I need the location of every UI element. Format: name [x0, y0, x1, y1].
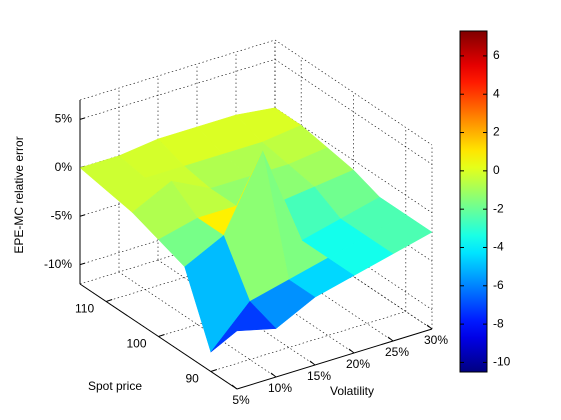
x-tick-label: 25% — [385, 345, 409, 359]
z-tick — [79, 117, 86, 120]
x-tick-label: 10% — [268, 381, 292, 395]
colorbar-tick-label: -10 — [493, 355, 511, 369]
colorbar-tick-label: 4 — [493, 86, 500, 100]
colorbar-tick-label: -4 — [493, 240, 504, 254]
x-axis-label: Volatility — [330, 384, 374, 398]
y-axis-label: Spot price — [88, 379, 142, 393]
z-tick-label: -5% — [51, 208, 73, 222]
colorbar-tick-label: -8 — [493, 316, 504, 330]
grid-line — [118, 271, 277, 378]
x-tick — [387, 336, 394, 342]
x-tick-label: 5% — [232, 393, 250, 407]
y-tick-label: 110 — [75, 302, 94, 316]
grid-line — [157, 259, 316, 366]
y-tick — [158, 334, 165, 337]
z-tick-label: 5% — [55, 112, 73, 126]
x-tick — [309, 360, 316, 366]
z-axis-label: EPE-MC relative error — [12, 136, 26, 253]
colorbar-tick-label: -2 — [493, 201, 504, 215]
box-edge — [274, 39, 433, 146]
grid-line — [79, 283, 238, 390]
z-tick — [79, 214, 86, 217]
grid-line — [274, 204, 433, 310]
y-tick — [106, 299, 113, 302]
box-edge — [79, 39, 276, 101]
surface-cell — [210, 301, 277, 353]
x-tick-label: 15% — [307, 369, 331, 383]
x-tick — [231, 384, 238, 390]
colorbar-tick-label: 2 — [493, 125, 500, 139]
axis-line — [236, 328, 433, 390]
x-tick — [426, 324, 433, 330]
x-tick-label: 20% — [346, 357, 370, 371]
colorbar-tick-label: -6 — [493, 278, 504, 292]
grid-line — [79, 59, 276, 120]
colorbar — [459, 30, 488, 373]
x-tick-label: 30% — [424, 333, 448, 347]
colorbar-tick-label: 0 — [493, 163, 500, 177]
y-tick-label: 90 — [185, 372, 199, 386]
x-tick — [270, 372, 277, 378]
z-tick-label: -10% — [44, 257, 72, 271]
z-tick — [79, 262, 86, 266]
y-tick — [210, 369, 217, 372]
y-tick-label: 100 — [126, 337, 146, 351]
z-tick-label: 0% — [55, 160, 73, 174]
colorbar-tick-label: 6 — [493, 48, 500, 62]
x-tick — [348, 348, 355, 354]
